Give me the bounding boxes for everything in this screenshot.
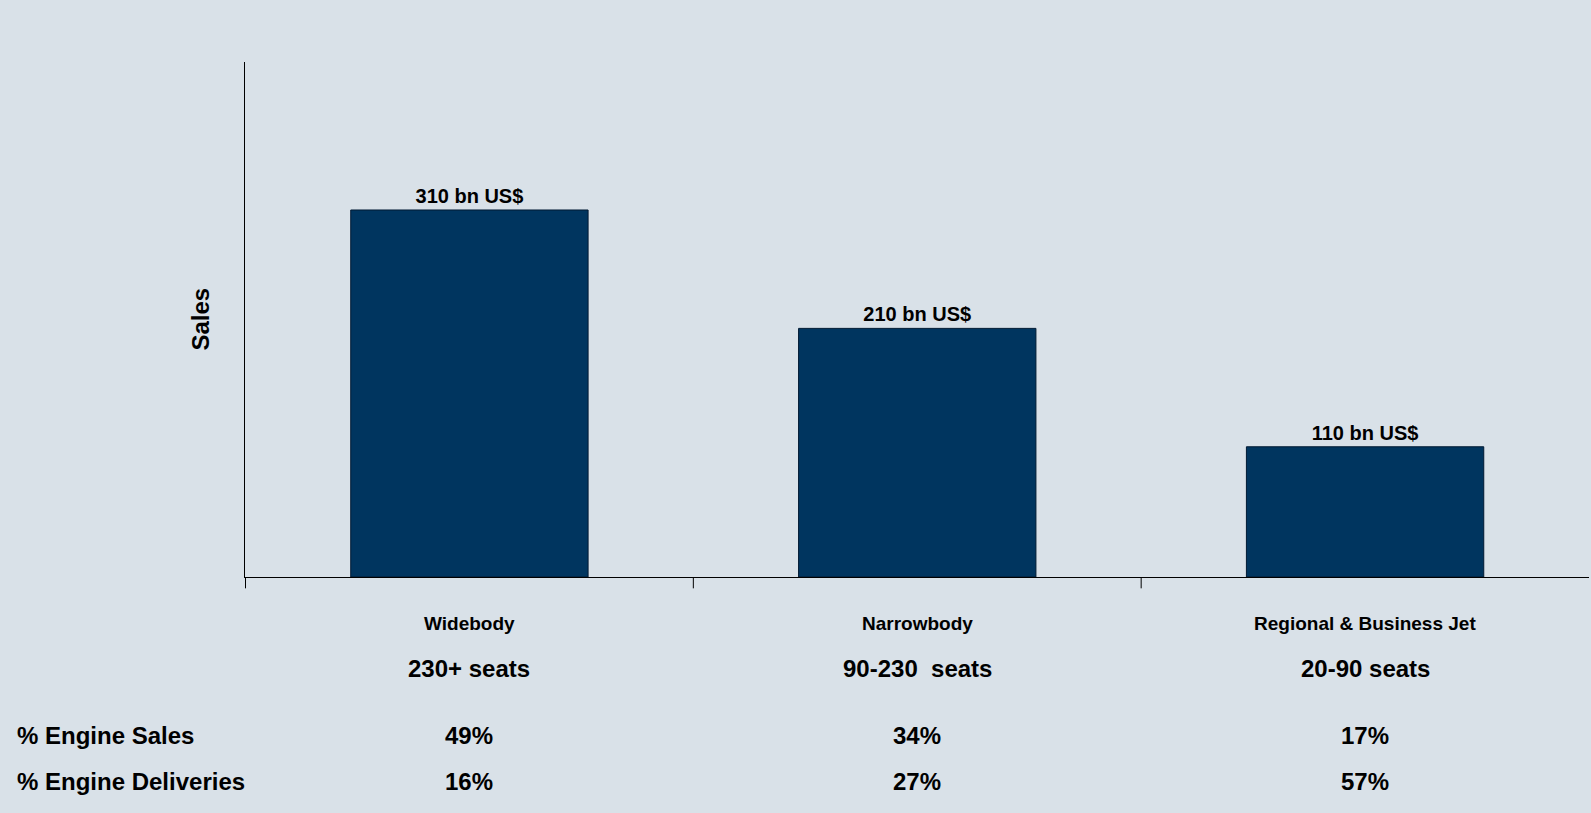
svg-text:310 bn US$: 310 bn US$ [416,185,524,207]
svg-text:Sales: Sales [187,288,214,351]
svg-text:210 bn US$: 210 bn US$ [863,303,971,325]
svg-text:57%: 57% [1341,768,1389,795]
svg-text:Narrowbody: Narrowbody [862,613,973,634]
svg-text:% Engine Sales: % Engine Sales [17,722,194,749]
svg-text:34%: 34% [893,722,941,749]
svg-text:49%: 49% [445,722,493,749]
svg-text:16%: 16% [445,768,493,795]
svg-text:Regional & Business Jet: Regional & Business Jet [1254,613,1476,634]
svg-text:90-230 seats: 90-230 seats [843,655,992,682]
svg-text:17%: 17% [1341,722,1389,749]
svg-text:% Engine Deliveries: % Engine Deliveries [17,768,245,795]
svg-text:27%: 27% [893,768,941,795]
svg-text:230+ seats: 230+ seats [408,655,530,682]
svg-text:Widebody: Widebody [424,613,515,634]
svg-text:110 bn US$: 110 bn US$ [1312,422,1419,444]
svg-text:20-90 seats: 20-90 seats [1301,655,1430,682]
